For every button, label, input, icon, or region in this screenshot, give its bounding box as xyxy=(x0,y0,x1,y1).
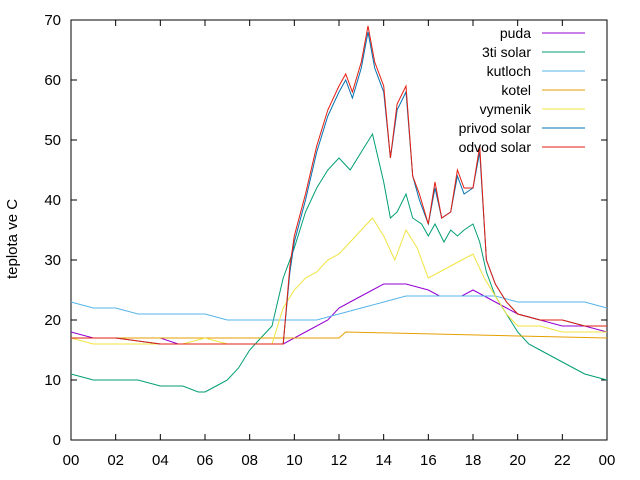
x-tick-label: 12 xyxy=(331,452,348,469)
x-tick-label: 14 xyxy=(375,452,392,469)
legend-label: privod solar xyxy=(459,120,532,136)
series-line-kutloch xyxy=(70,295,608,321)
legend-label: vymenik xyxy=(480,101,532,117)
legend-label: kotel xyxy=(501,82,531,98)
series-line-vymenik xyxy=(70,217,607,345)
y-tick-label: 20 xyxy=(44,312,61,329)
x-tick-label: 04 xyxy=(152,452,169,469)
series-line-3ti-solar xyxy=(70,132,608,393)
x-tick-label: 00 xyxy=(63,452,80,469)
series-line-odvod-solar xyxy=(71,25,607,345)
y-tick-label: 0 xyxy=(53,432,61,449)
y-tick-label: 70 xyxy=(44,12,61,29)
series-group xyxy=(70,25,608,393)
y-axis-label: teplota ve C xyxy=(4,199,21,279)
y-tick-label: 30 xyxy=(44,252,61,269)
legend-label: kutloch xyxy=(487,63,531,79)
y-tick-label: 10 xyxy=(44,372,61,389)
x-tick-label: 10 xyxy=(286,452,303,469)
x-tick-label: 20 xyxy=(509,452,526,469)
legend-label: puda xyxy=(500,25,531,41)
x-tick-label: 06 xyxy=(197,452,214,469)
y-tick-label: 40 xyxy=(44,192,61,209)
x-tick-label: 08 xyxy=(241,452,258,469)
y-tick-label: 60 xyxy=(44,72,61,89)
legend-label: 3ti solar xyxy=(482,44,531,60)
x-tick-label: 22 xyxy=(554,452,571,469)
x-tick-label: 00 xyxy=(599,452,616,469)
y-tick-label: 50 xyxy=(44,132,61,149)
axes: 0 10 20 30 40 50 60 70 00 02 04 06 08 10 12 14 16 18 20 22 0… xyxy=(44,12,615,469)
legend: puda 3ti solar kutloch kotel vymenik privod s… xyxy=(459,25,585,155)
legend-label: odvod solar xyxy=(459,139,532,155)
x-tick-label: 18 xyxy=(465,452,482,469)
x-tick-label: 16 xyxy=(420,452,437,469)
series-line-kotel xyxy=(71,331,608,339)
x-tick-label: 02 xyxy=(107,452,124,469)
